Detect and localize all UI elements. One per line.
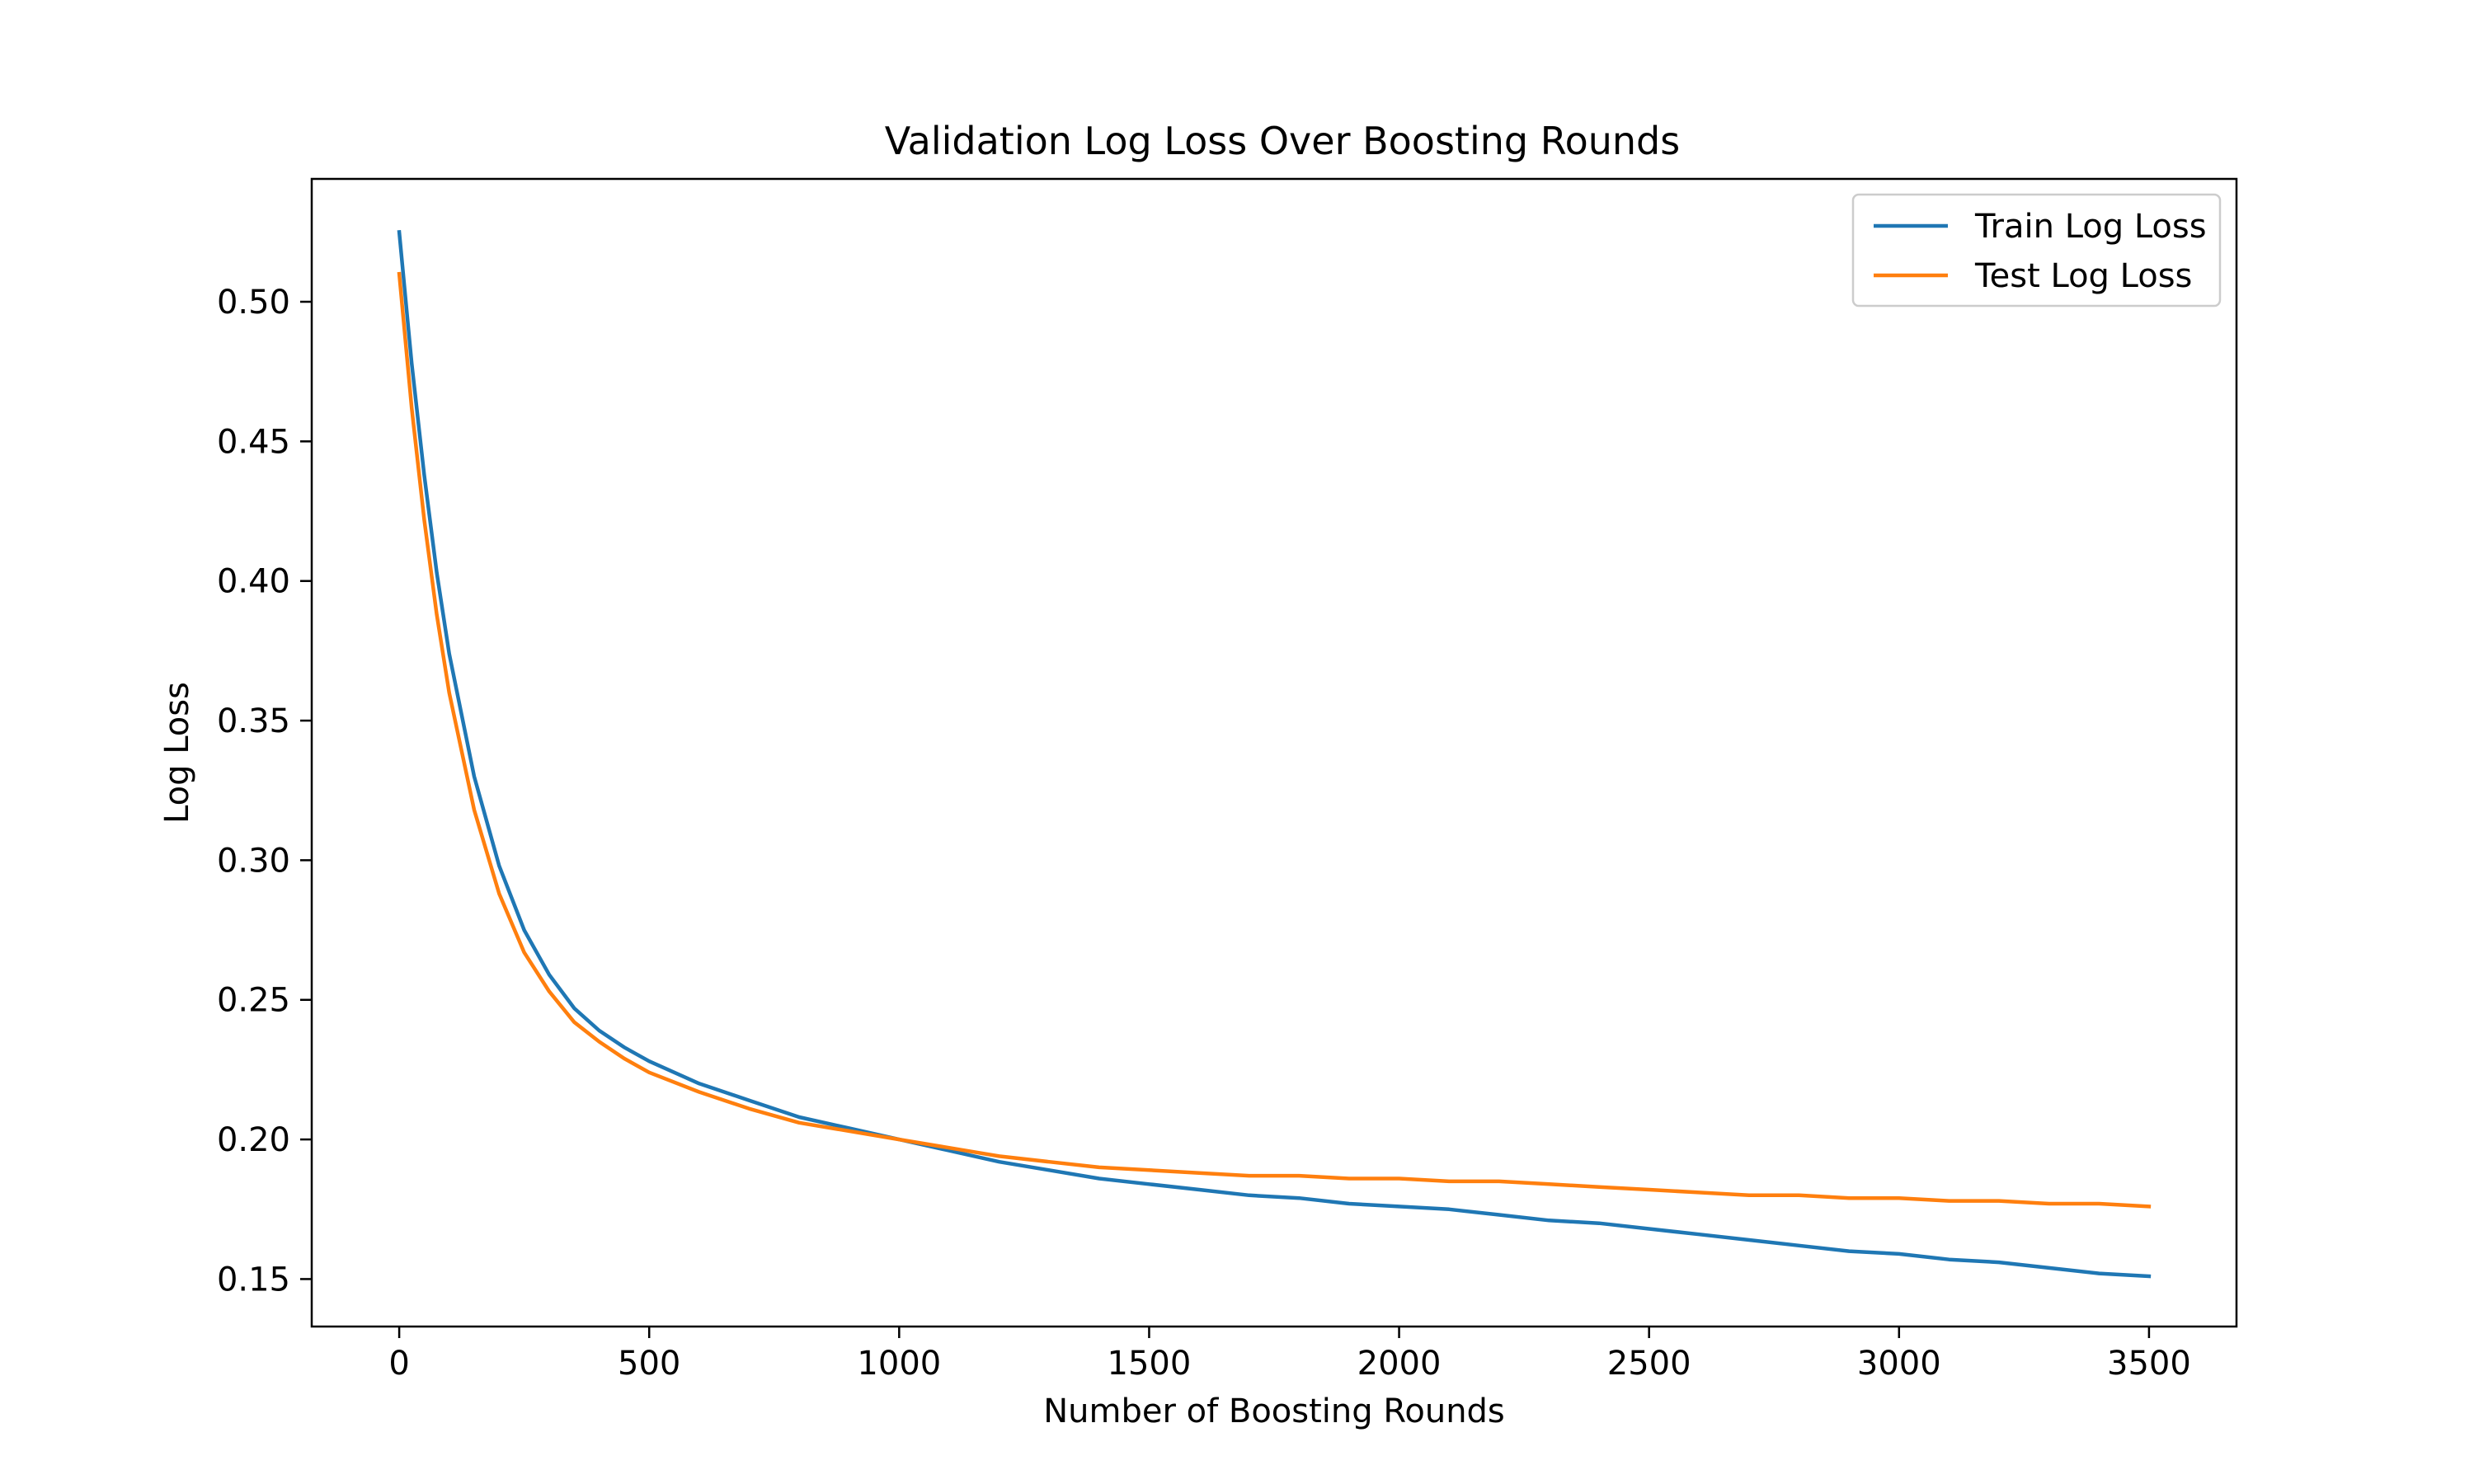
y-tick-label: 0.30 <box>217 842 290 880</box>
y-axis-label: Log Loss <box>158 682 196 824</box>
x-tick-label: 2500 <box>1607 1345 1691 1383</box>
x-tick-label: 1500 <box>1108 1345 1192 1383</box>
plot-frame <box>310 177 2238 1328</box>
plot-area <box>397 229 2152 1279</box>
x-axis: 0 500 1000 1500 2000 2500 3000 3500 <box>388 1327 2191 1383</box>
y-axis: 0.15 0.20 0.25 0.30 0.35 0.40 0.45 0.50 <box>217 284 312 1298</box>
legend-label: Test Log Loss <box>1974 257 2192 295</box>
series-line-test <box>397 271 2152 1209</box>
chart-title: Validation Log Loss Over Boosting Rounds <box>885 119 1680 163</box>
x-tick-label: 3000 <box>1857 1345 1941 1383</box>
y-tick-label: 0.45 <box>217 423 290 461</box>
x-tick-label: 1000 <box>857 1345 941 1383</box>
legend-label: Train Log Loss <box>1974 208 2207 246</box>
legend-box <box>1851 193 2222 308</box>
series-line-train <box>397 229 2152 1279</box>
y-tick-label: 0.50 <box>217 284 290 322</box>
y-tick-label: 0.15 <box>217 1261 290 1298</box>
x-tick-label: 3500 <box>2107 1345 2191 1383</box>
y-tick-label: 0.25 <box>217 982 290 1020</box>
x-tick-label: 0 <box>388 1345 409 1383</box>
legend: Train Log Loss Test Log Loss <box>1851 193 2222 308</box>
x-tick-label: 2000 <box>1357 1345 1442 1383</box>
y-tick-label: 0.40 <box>217 563 290 601</box>
y-tick-label: 0.20 <box>217 1121 290 1159</box>
y-tick-label: 0.35 <box>217 702 290 740</box>
x-axis-label: Number of Boosting Rounds <box>1043 1392 1505 1430</box>
x-tick-label: 500 <box>618 1345 680 1383</box>
legend-items: Train Log Loss Test Log Loss <box>1874 208 2207 295</box>
